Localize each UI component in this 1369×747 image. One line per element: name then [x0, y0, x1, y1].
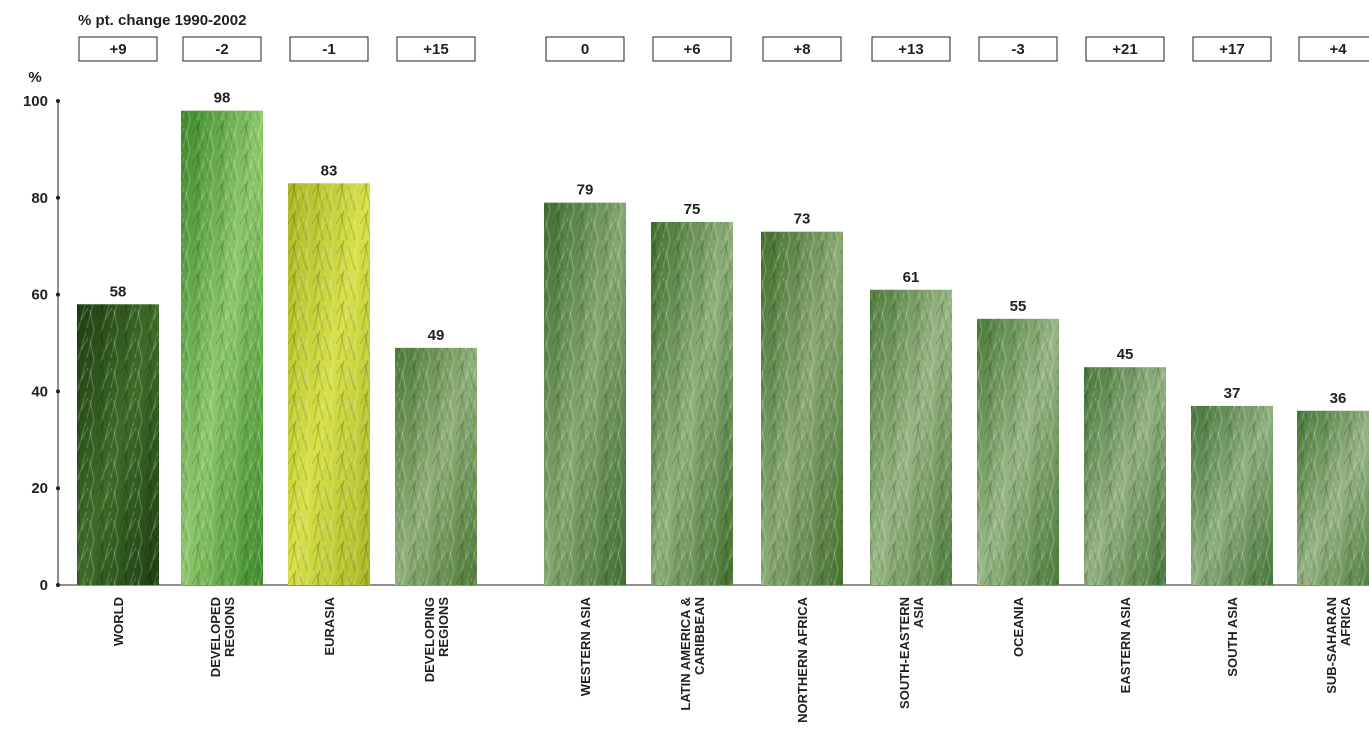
bar-value-label: 55 — [1010, 298, 1027, 315]
category-label: DEVELOPED — [208, 597, 223, 677]
y-tick-label: 60 — [31, 287, 48, 304]
bar-value-label: 45 — [1117, 346, 1134, 363]
bar-texture — [977, 318, 1059, 585]
category-label: WESTERN ASIA — [578, 596, 593, 696]
change-header: % pt. change 1990-2002 — [78, 12, 246, 29]
change-value-label: -3 — [1011, 41, 1024, 58]
change-box — [762, 36, 842, 62]
category-label: REGIONS — [436, 597, 451, 657]
change-box — [289, 36, 369, 62]
y-tick-mark — [56, 583, 60, 587]
bar-value-label: 73 — [794, 211, 811, 228]
bar-texture — [651, 222, 733, 585]
y-tick-label: 0 — [40, 577, 48, 594]
y-tick-mark — [56, 195, 60, 200]
bar-texture — [181, 110, 263, 586]
y-tick-label: 40 — [31, 383, 48, 400]
category-label: SOUTH-EASTERN — [897, 597, 912, 709]
y-axis-unit: % — [28, 69, 41, 86]
y-tick-mark — [56, 99, 60, 103]
bar-texture — [288, 183, 370, 585]
change-value-label: -2 — [215, 41, 228, 58]
category-label: WORLD — [111, 597, 126, 646]
change-box — [652, 36, 732, 62]
y-tick-mark — [56, 292, 60, 297]
category-label: AFRICA — [1338, 596, 1353, 646]
bar-value-label: 61 — [903, 269, 920, 286]
category-label: ASIA — [911, 596, 926, 628]
change-box — [1085, 36, 1165, 62]
change-box — [871, 36, 951, 62]
change-value-label: +15 — [423, 41, 448, 58]
bar-value-label: 37 — [1224, 385, 1241, 402]
bar-value-label: 58 — [110, 283, 127, 300]
category-label: EASTERN ASIA — [1118, 596, 1133, 693]
y-tick-mark — [56, 389, 60, 394]
bar-texture — [870, 289, 952, 585]
category-label: REGIONS — [222, 597, 237, 657]
category-label: LATIN AMERICA & — [678, 597, 693, 711]
change-box — [182, 36, 262, 62]
bar-texture — [1084, 367, 1166, 585]
category-label: OCEANIA — [1011, 596, 1026, 657]
y-tick-mark — [56, 486, 60, 491]
bar-value-label: 98 — [214, 90, 231, 107]
change-box — [1298, 36, 1369, 62]
y-tick-label: 100 — [23, 93, 48, 110]
bar-value-label: 75 — [684, 201, 701, 218]
bar-texture — [544, 202, 626, 585]
bar-texture — [1191, 405, 1273, 585]
category-label: SOUTH ASIA — [1225, 596, 1240, 676]
bar-texture — [77, 304, 159, 585]
change-box — [978, 36, 1058, 62]
category-label: EURASIA — [322, 596, 337, 655]
y-tick-label: 80 — [31, 190, 48, 207]
change-box — [545, 36, 625, 62]
category-label: CARIBBEAN — [692, 597, 707, 675]
change-box — [1192, 36, 1272, 62]
change-box — [396, 36, 476, 62]
change-value-label: +6 — [683, 41, 700, 58]
bar-texture — [761, 231, 843, 585]
category-label: SUB-SAHARAN — [1324, 597, 1339, 694]
change-value-label: -1 — [322, 41, 335, 58]
bar-texture — [1297, 410, 1369, 585]
change-value-label: +17 — [1219, 41, 1244, 58]
bar-value-label: 79 — [577, 182, 594, 199]
change-value-label: +8 — [793, 41, 810, 58]
bar-texture — [395, 347, 477, 585]
bar-value-label: 49 — [428, 327, 445, 344]
change-box — [78, 36, 158, 62]
change-value-label: +4 — [1329, 41, 1347, 58]
bar-value-label: 36 — [1330, 390, 1347, 407]
change-value-label: 0 — [581, 41, 589, 58]
bar-value-label: 83 — [321, 162, 338, 179]
category-label: NORTHERN AFRICA — [795, 596, 810, 723]
y-tick-label: 20 — [31, 480, 48, 497]
change-value-label: +13 — [898, 41, 923, 58]
change-value-label: +21 — [1112, 41, 1137, 58]
category-label: DEVELOPING — [422, 597, 437, 682]
change-value-label: +9 — [109, 41, 126, 58]
